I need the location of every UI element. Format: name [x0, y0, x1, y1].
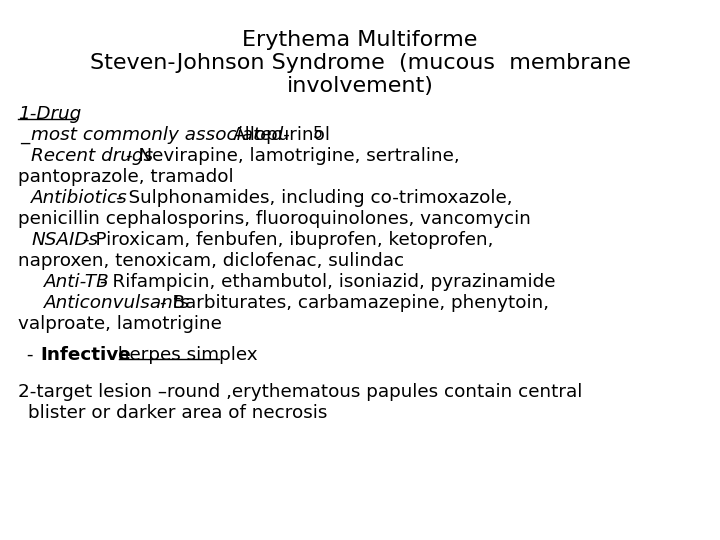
- Text: Antibiotics: Antibiotics: [31, 189, 127, 207]
- Text: 5: 5: [313, 126, 323, 141]
- Text: Anti-TB: Anti-TB: [44, 273, 109, 291]
- Text: - Barbiturates, carbamazepine, phenytoin,: - Barbiturates, carbamazepine, phenytoin…: [160, 294, 549, 312]
- Text: - Rifampicin, ethambutol, isoniazid, pyrazinamide: - Rifampicin, ethambutol, isoniazid, pyr…: [100, 273, 556, 291]
- Text: - Nevirapine, lamotrigine, sertraline,: - Nevirapine, lamotrigine, sertraline,: [126, 147, 459, 165]
- Text: naproxen, tenoxicam, diclofenac, sulindac: naproxen, tenoxicam, diclofenac, sulinda…: [18, 252, 404, 270]
- Text: _: _: [20, 126, 30, 144]
- Text: 2-target lesion –round ,erythematous papules contain central: 2-target lesion –round ,erythematous pap…: [18, 383, 582, 401]
- Text: pantoprazole, tramadol: pantoprazole, tramadol: [18, 168, 233, 186]
- Text: penicillin cephalosporins, fluoroquinolones, vancomycin: penicillin cephalosporins, fluoroquinolo…: [18, 210, 531, 228]
- Text: Allopurinol: Allopurinol: [233, 126, 331, 144]
- Text: most commonly associated-: most commonly associated-: [31, 126, 289, 144]
- Text: - Sulphonamides, including co-trimoxazole,: - Sulphonamides, including co-trimoxazol…: [116, 189, 513, 207]
- Text: Anticonvulsants: Anticonvulsants: [44, 294, 191, 312]
- Text: Infective: Infective: [40, 346, 131, 364]
- Text: Erythema Multiforme: Erythema Multiforme: [243, 30, 477, 50]
- Text: NSAIDs: NSAIDs: [31, 231, 98, 249]
- Text: valproate, lamotrigine: valproate, lamotrigine: [18, 315, 222, 333]
- Text: - Piroxicam, fenbufen, ibuprofen, ketoprofen,: - Piroxicam, fenbufen, ibuprofen, ketopr…: [83, 231, 493, 249]
- Text: Recent drugs: Recent drugs: [31, 147, 153, 165]
- Text: blister or darker area of necrosis: blister or darker area of necrosis: [28, 404, 328, 422]
- Text: Steven-Johnson Syndrome  (mucous  membrane: Steven-Johnson Syndrome (mucous membrane: [89, 53, 631, 73]
- Text: -: -: [21, 346, 40, 364]
- Text: involvement): involvement): [287, 76, 433, 96]
- Text: herpes simplex: herpes simplex: [112, 346, 258, 364]
- Text: 1-Drug: 1-Drug: [18, 105, 81, 123]
